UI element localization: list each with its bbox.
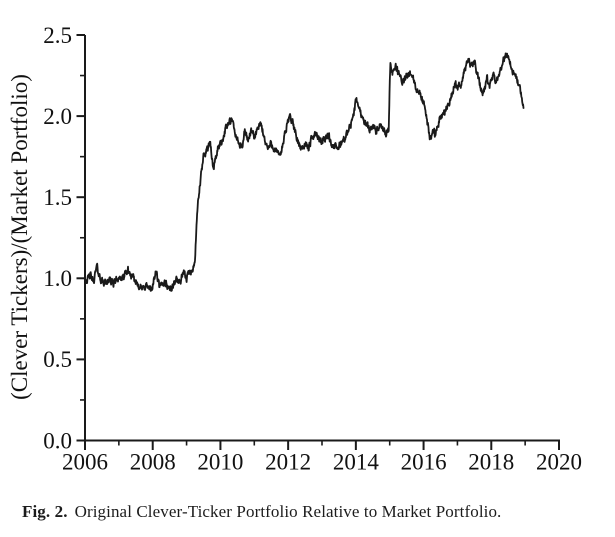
x-tick-label: 2014 [333,450,380,475]
y-tick-label: 1.5 [43,185,72,210]
y-tick-label: 0.0 [43,428,72,453]
x-tick-label: 2008 [130,450,176,475]
series-line-clever-ticker-ratio [84,52,525,292]
y-tick-label: 1.0 [43,266,72,291]
y-axis-title: (Clever Tickers)/(Market Portfolio) [7,74,32,400]
x-tick-label: 2016 [401,450,447,475]
ratio-line-chart: 2006 2008 2010 2012 2014 2016 2018 2020 0.0 0.5 1.… [7,23,582,475]
figure-caption-text: Original Clever-Ticker Portfolio Relativ… [74,502,502,521]
x-tick-label: 2020 [536,450,582,475]
y-tick-label: 2.5 [43,23,72,48]
x-tick-label: 2018 [468,450,514,475]
figure-caption: Fig. 2. Original Clever-Ticker Portfolio … [22,501,602,522]
x-tick-label: 2006 [62,450,108,475]
y-tick-label: 2.0 [43,104,72,129]
y-tick-label: 0.5 [43,347,72,372]
x-tick-label: 2010 [197,450,243,475]
figure-caption-label: Fig. 2. [22,502,68,521]
x-tick-label: 2012 [265,450,311,475]
